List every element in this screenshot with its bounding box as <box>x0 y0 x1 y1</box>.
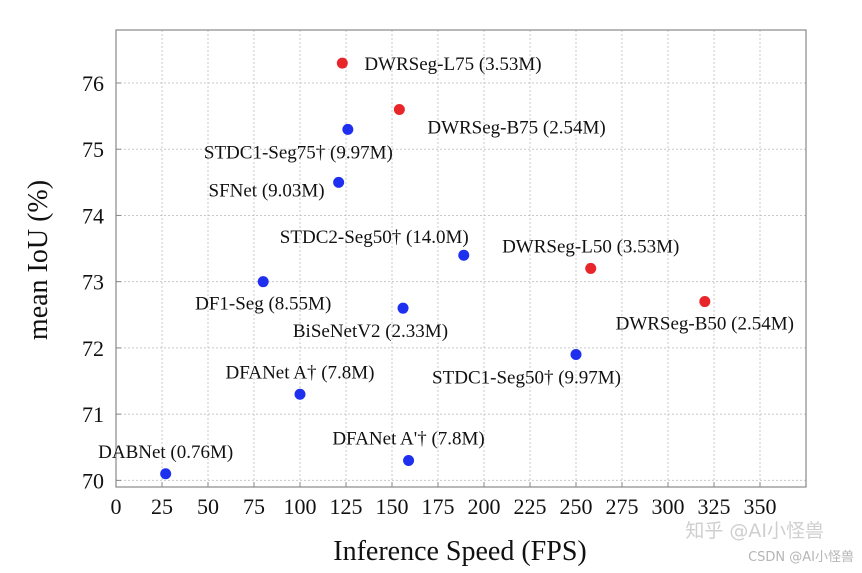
y-tick-label: 74 <box>82 203 104 228</box>
data-point <box>397 302 409 314</box>
zhihu-watermark: 知乎 @AI小怪兽 <box>685 520 824 542</box>
y-tick-label: 75 <box>82 137 104 162</box>
x-tick-label: 175 <box>422 494 455 519</box>
x-tick-label: 275 <box>606 494 639 519</box>
point-labels: DWRSeg-L75 (3.53M) DWRSeg-B75 (2.54M) STDC… <box>98 54 794 463</box>
data-point <box>699 296 711 308</box>
data-point <box>585 262 597 274</box>
point-label: DFANet A† (7.8M) <box>225 362 374 383</box>
point-label: DWRSeg-L75 (3.53M) <box>364 54 541 75</box>
x-tick-label: 250 <box>560 494 593 519</box>
y-tick-label: 70 <box>82 468 104 493</box>
y-axis-label: mean IoU (%) <box>23 180 54 340</box>
data-point <box>570 349 582 361</box>
y-axis-ticks: 70 71 72 73 74 75 76 <box>82 71 121 493</box>
csdn-watermark: CSDN @AI小怪兽 <box>748 550 854 565</box>
x-tick-label: 200 <box>468 494 501 519</box>
point-label: SFNet (9.03M) <box>209 180 325 201</box>
data-point <box>393 103 405 115</box>
x-tick-label: 75 <box>243 494 265 519</box>
data-point <box>336 57 348 69</box>
x-tick-label: 300 <box>652 494 685 519</box>
x-tick-label: 350 <box>744 494 777 519</box>
point-label: BiSeNetV2 (2.33M) <box>293 321 448 342</box>
point-label: STDC1-Seg75† (9.97M) <box>204 142 393 163</box>
x-axis-label: Inference Speed (FPS) <box>333 536 586 567</box>
data-point <box>342 123 354 135</box>
x-axis-ticks: 0 25 50 75 100 125 150 175 200 225 250 275 300 325 350 <box>111 482 777 519</box>
point-label: DWRSeg-B50 (2.54M) <box>616 314 794 335</box>
point-label: DFANet A'† (7.8M) <box>332 429 484 450</box>
data-points <box>160 57 711 480</box>
x-tick-label: 0 <box>111 494 122 519</box>
point-label: STDC1-Seg50† (9.97M) <box>432 368 621 389</box>
x-tick-label: 125 <box>330 494 363 519</box>
plot-frame <box>115 29 807 488</box>
y-tick-label: 73 <box>82 270 104 295</box>
data-point <box>333 176 345 188</box>
x-tick-label: 325 <box>698 494 731 519</box>
y-tick-label: 76 <box>82 71 104 96</box>
data-point <box>458 249 470 261</box>
data-point <box>403 455 415 467</box>
x-tick-label: 100 <box>284 494 317 519</box>
x-tick-label: 150 <box>376 494 409 519</box>
data-point <box>294 388 306 400</box>
point-label: DABNet (0.76M) <box>98 442 233 463</box>
y-tick-label: 71 <box>82 402 104 427</box>
data-point <box>257 276 269 288</box>
x-tick-label: 225 <box>514 494 547 519</box>
grid <box>115 30 806 487</box>
point-label: STDC2-Seg50† (14.0M) <box>280 227 469 248</box>
point-label: DWRSeg-L50 (3.53M) <box>502 236 679 257</box>
x-tick-label: 50 <box>197 494 219 519</box>
data-point <box>160 468 172 480</box>
y-tick-label: 72 <box>82 336 104 361</box>
x-tick-label: 25 <box>151 494 173 519</box>
point-label: DF1-Seg (8.55M) <box>195 294 331 315</box>
point-label: DWRSeg-B75 (2.54M) <box>427 117 605 138</box>
